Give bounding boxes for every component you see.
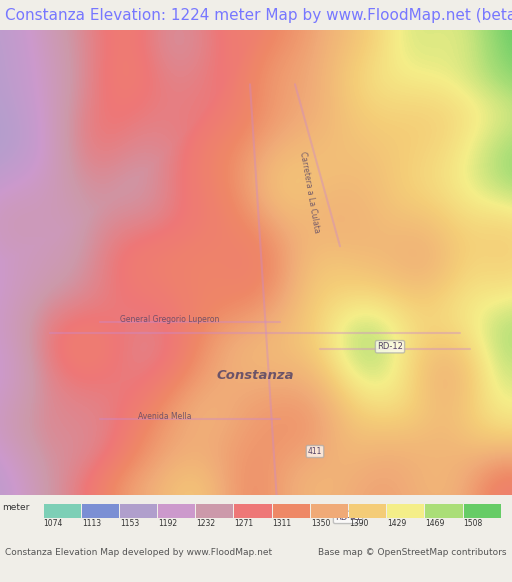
Text: 1113: 1113 bbox=[82, 519, 101, 528]
Text: 1429: 1429 bbox=[387, 519, 407, 528]
Bar bbox=[349, 504, 386, 518]
Bar bbox=[82, 504, 119, 518]
Text: 1153: 1153 bbox=[120, 519, 139, 528]
Text: 1311: 1311 bbox=[272, 519, 292, 528]
Text: Constanza: Constanza bbox=[216, 370, 294, 382]
Text: 411: 411 bbox=[308, 447, 322, 456]
Text: meter: meter bbox=[3, 503, 30, 512]
Text: Constanza Elevation: 1224 meter Map by www.FloodMap.net (beta): Constanza Elevation: 1224 meter Map by w… bbox=[5, 8, 512, 23]
Bar bbox=[311, 504, 348, 518]
Text: 1469: 1469 bbox=[425, 519, 445, 528]
Bar bbox=[272, 504, 310, 518]
Text: 1350: 1350 bbox=[311, 519, 330, 528]
Text: 1508: 1508 bbox=[463, 519, 483, 528]
Text: 1192: 1192 bbox=[158, 519, 177, 528]
Bar bbox=[120, 504, 157, 518]
Text: 1390: 1390 bbox=[349, 519, 369, 528]
Text: RD-41: RD-41 bbox=[335, 513, 361, 522]
Text: General Gregorio Luperon: General Gregorio Luperon bbox=[120, 315, 220, 324]
Text: 1074: 1074 bbox=[44, 519, 63, 528]
Bar bbox=[425, 504, 462, 518]
Bar bbox=[196, 504, 233, 518]
Bar bbox=[387, 504, 424, 518]
Text: RD-12: RD-12 bbox=[377, 342, 403, 351]
Text: Carretera a La Culata: Carretera a La Culata bbox=[298, 151, 322, 234]
Bar bbox=[463, 504, 501, 518]
Text: 1271: 1271 bbox=[234, 519, 253, 528]
Bar bbox=[158, 504, 195, 518]
Text: 1232: 1232 bbox=[196, 519, 216, 528]
Text: Constanza Elevation Map developed by www.FloodMap.net: Constanza Elevation Map developed by www… bbox=[5, 548, 272, 557]
Bar bbox=[234, 504, 271, 518]
Text: Base map © OpenStreetMap contributors: Base map © OpenStreetMap contributors bbox=[318, 548, 507, 557]
Bar bbox=[44, 504, 81, 518]
Text: Avenida Mella: Avenida Mella bbox=[138, 413, 192, 421]
